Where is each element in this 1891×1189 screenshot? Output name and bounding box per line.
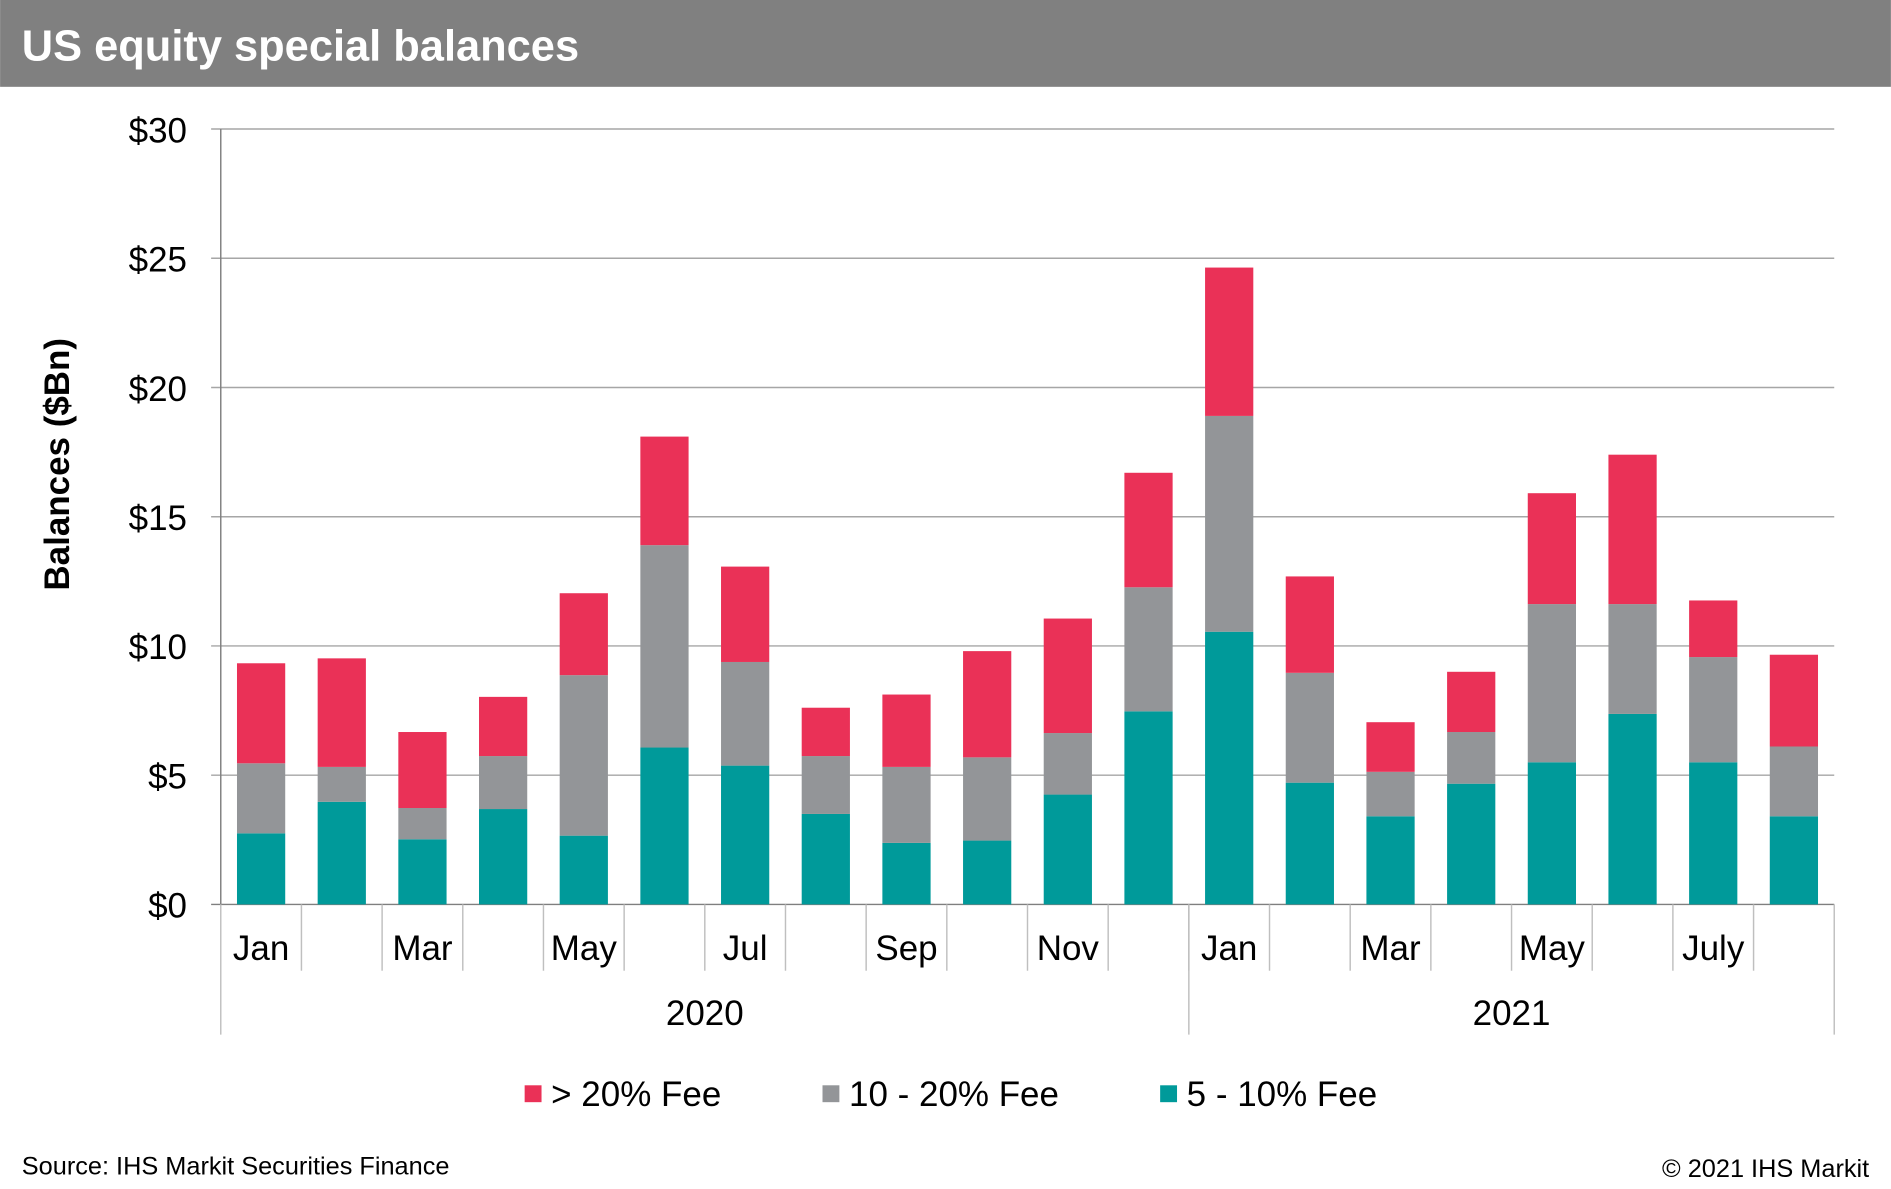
bar-segment-0: [801, 813, 850, 905]
bar-segment-0: [559, 835, 608, 905]
bar-segment-0: [236, 833, 286, 905]
x-tick-label: May: [551, 929, 618, 968]
year-label: 2021: [1473, 994, 1551, 1033]
bar-segment-0: [882, 842, 931, 905]
bar-segment-1: [801, 756, 850, 814]
bar-segment-1: [882, 766, 931, 843]
bar-segment-0: [640, 747, 689, 905]
bar-segment-1: [1689, 657, 1738, 763]
x-tick-label: Jan: [233, 929, 289, 968]
bar-segment-2: [801, 707, 850, 757]
bar-segment-2: [882, 694, 931, 767]
bar-segment-0: [1769, 816, 1819, 905]
bar-segment-0: [1608, 713, 1657, 905]
legend-label: 5 - 10% Fee: [1187, 1075, 1377, 1114]
x-tick-label: Mar: [392, 929, 453, 968]
bar-segment-0: [479, 809, 528, 905]
bar-segment-0: [1689, 762, 1738, 905]
x-tick-label: May: [1519, 929, 1586, 968]
bar-segment-2: [1205, 267, 1254, 416]
bar-segment-1: [317, 766, 366, 802]
bar-segment-1: [1366, 771, 1415, 817]
bar-segment-0: [1527, 762, 1576, 905]
bar-segment-0: [317, 801, 366, 905]
bar-segment-0: [1447, 783, 1496, 905]
y-tick-label: $0: [148, 887, 187, 926]
y-tick-label: $20: [129, 370, 187, 409]
bar-segment-1: [236, 763, 286, 834]
bar-segment-1: [1124, 587, 1173, 712]
bar-segment-1: [1285, 672, 1334, 783]
bar-segment-2: [721, 566, 770, 662]
bar-segment-0: [721, 765, 770, 905]
y-tick-label: $10: [129, 628, 187, 667]
x-tick-label: Sep: [875, 929, 937, 968]
x-axis: Jan Mar May Jul Sep Nov Jan Mar May July 2020 2021: [220, 904, 1835, 1035]
bar-segment-0: [963, 840, 1012, 905]
x-tick-label: Nov: [1037, 929, 1100, 968]
bar-segment-2: [1285, 576, 1334, 673]
bar-segment-2: [1447, 671, 1496, 733]
bar-segment-2: [236, 663, 286, 764]
x-tick-label: July: [1682, 929, 1745, 968]
bar-segment-0: [1124, 711, 1173, 905]
x-tick-label: Mar: [1360, 929, 1421, 968]
y-axis-label: Balances ($Bn): [38, 338, 77, 591]
y-tick-labels: $0 $5 $10 $15 $20 $25 $30: [129, 111, 187, 925]
bar-segment-2: [963, 651, 1012, 758]
bar-segment-2: [1366, 722, 1415, 772]
bar-segment-1: [640, 545, 689, 748]
bar-segment-0: [1043, 794, 1092, 905]
bar-segment-2: [1689, 600, 1738, 658]
year-label: 2020: [666, 994, 744, 1033]
x-tick-label: Jul: [723, 929, 768, 968]
bar-segment-0: [398, 839, 447, 905]
bar-segment-2: [1769, 654, 1819, 747]
bar-segment-2: [1043, 618, 1092, 734]
bar-segment-1: [721, 661, 770, 766]
bar-segment-2: [1124, 472, 1173, 588]
bar-segment-0: [1366, 816, 1415, 905]
bar-segment-1: [1608, 604, 1657, 714]
bar-segment-1: [398, 808, 447, 840]
bar-segment-2: [1527, 493, 1576, 605]
bar-segment-2: [640, 436, 689, 546]
bar-segment-1: [479, 756, 528, 810]
source-note: Source: IHS Markit Securities Finance: [22, 1153, 450, 1181]
bars: [236, 267, 1819, 905]
y-tick-label: $30: [129, 111, 187, 150]
chart-title: US equity special balances: [22, 22, 579, 70]
y-tick-label: $5: [148, 757, 187, 796]
x-tick-label: Jan: [1201, 929, 1257, 968]
legend-label: > 20% Fee: [551, 1075, 721, 1114]
bar-segment-2: [1608, 454, 1657, 605]
legend-swatch: [1160, 1085, 1178, 1103]
bar-segment-0: [1205, 631, 1254, 905]
legend: > 20% Fee 10 - 20% Fee 5 - 10% Fee: [524, 1075, 1377, 1114]
y-tick-label: $25: [129, 241, 187, 280]
bar-segment-1: [1205, 415, 1254, 632]
bar-segment-1: [963, 757, 1012, 841]
legend-swatch: [822, 1085, 840, 1103]
y-tick-label: $15: [129, 499, 187, 538]
bar-segment-1: [1447, 732, 1496, 784]
bar-segment-2: [479, 696, 528, 757]
bar-segment-2: [398, 732, 447, 809]
bar-segment-0: [1285, 782, 1334, 905]
legend-swatch: [524, 1085, 542, 1103]
bar-segment-1: [1527, 604, 1576, 763]
bar-segment-1: [559, 675, 608, 836]
bar-segment-2: [559, 593, 608, 676]
bar-segment-1: [1043, 733, 1092, 795]
legend-label: 10 - 20% Fee: [849, 1075, 1059, 1114]
copyright: © 2021 IHS Markit: [1662, 1155, 1869, 1183]
header-bar: [0, 0, 1891, 87]
gridlines: [211, 128, 1835, 906]
bar-segment-2: [317, 658, 366, 767]
bar-segment-1: [1769, 746, 1819, 817]
